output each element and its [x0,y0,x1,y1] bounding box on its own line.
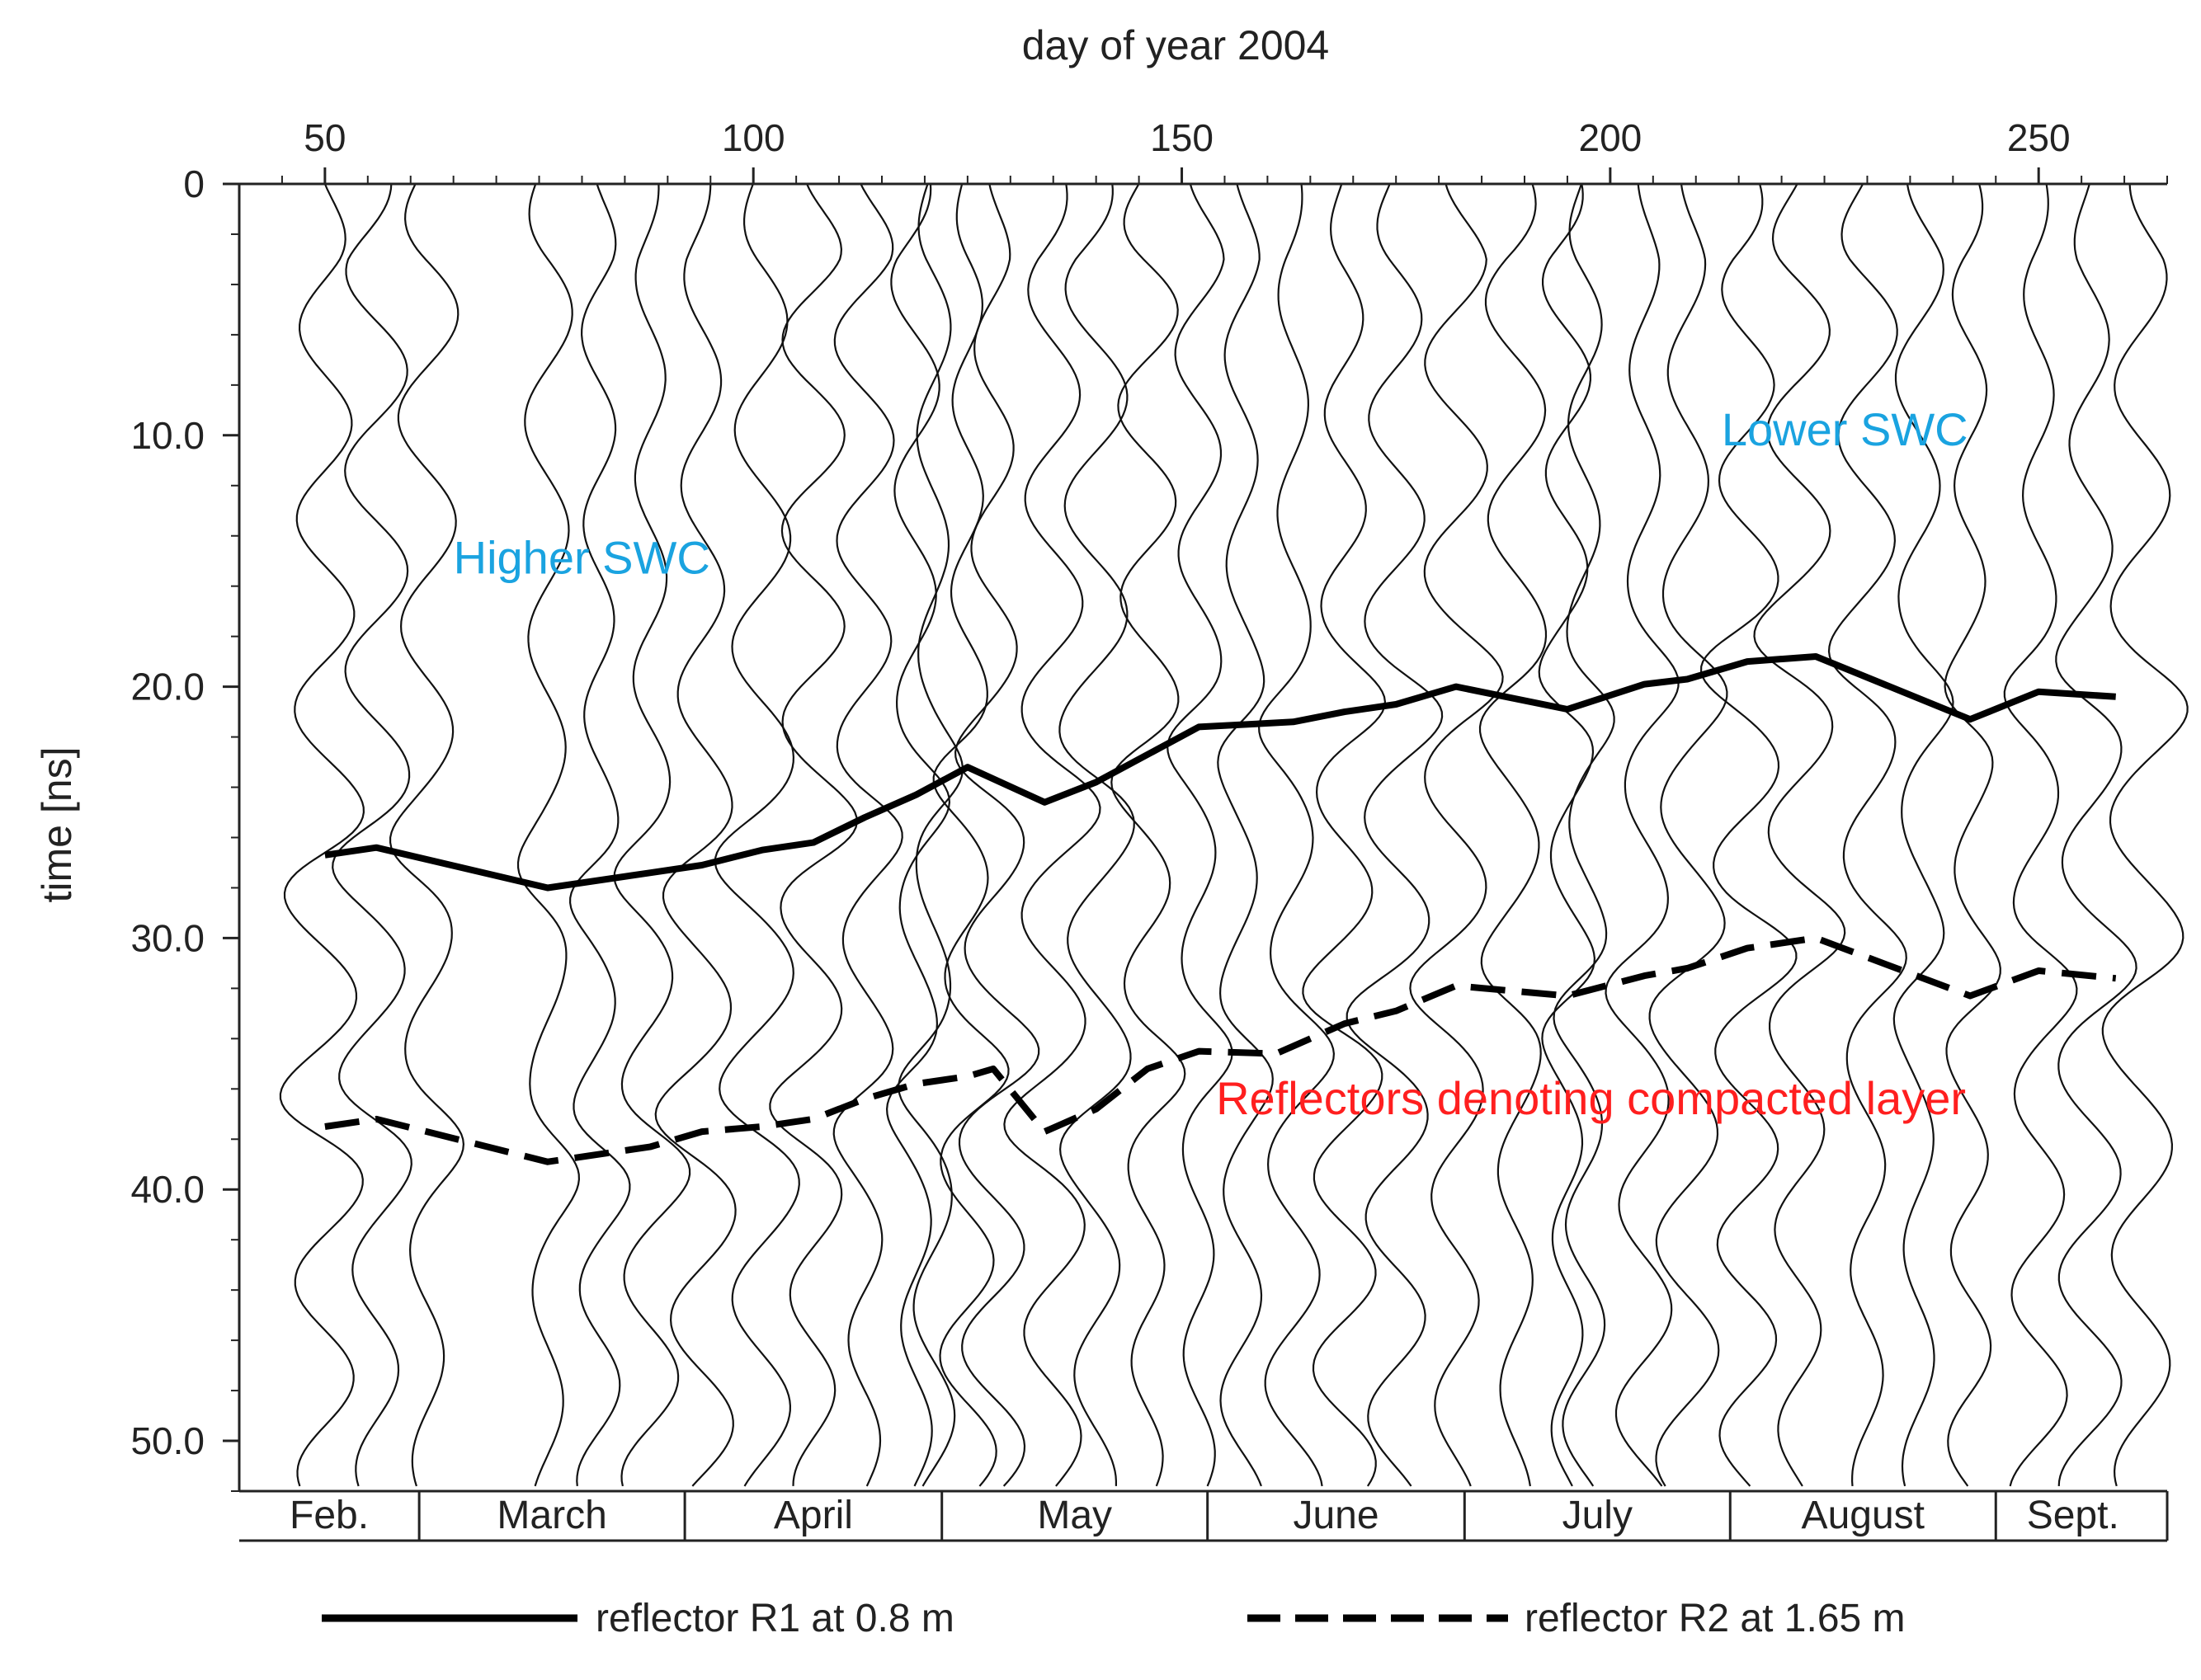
y-tick-label: 0 [183,162,205,205]
wiggle-trace [1166,183,1233,1487]
x-tick-label: 150 [1150,116,1214,159]
annotation-higher-swc: Higher SWC [454,531,710,583]
wiggle-trace [654,183,737,1487]
wiggle-trace [279,183,365,1487]
x-tick-label: 50 [304,116,346,159]
wiggle-trace [1944,183,2001,1487]
wiggle-trace [832,183,903,1487]
y-tick-label: 50.0 [130,1419,205,1462]
legend: reflector R1 at 0.8 m reflector R2 at 1.… [322,1597,1906,1640]
x-axis-title: day of year 2004 [1022,22,1330,68]
wiggle-trace [1257,183,1336,1487]
y-tick-label: 30.0 [130,916,205,959]
month-label: April [774,1494,853,1537]
month-label: July [1562,1494,1633,1537]
wiggle-trace [885,183,951,1487]
wiggle-trace [1217,183,1274,1487]
legend-label-r1: reflector R1 at 0.8 m [596,1597,954,1640]
wiggle-trace [2003,183,2078,1487]
wiggle-trace [1409,183,1504,1487]
wiggle-trace [1478,183,1548,1487]
x-tick-label: 250 [2007,116,2071,159]
y-tick-label: 40.0 [130,1168,205,1211]
axis-ticks: 50 100 150 200 250 0 10.0 20.0 30.0 40.0 50.0 [130,116,2168,1492]
wiggle-trace [932,183,1010,1487]
wiggle-trace [613,183,691,1487]
month-band: Feb. March April May June July August Sept. [290,1491,2119,1541]
month-label: May [1037,1494,1112,1537]
wiggle-trace [954,183,1040,1487]
wiggle-trace [1605,183,1680,1487]
annotation-compacted-layer: Reflectors denoting compacted layer [1216,1072,1966,1124]
y-axis-title: time [ns] [34,747,80,903]
wiggle-trace [1302,183,1387,1487]
wiggle-trace [516,183,581,1487]
wiggle-trace [1346,183,1444,1487]
wiggle-trace [2055,183,2137,1486]
month-label: March [497,1494,606,1537]
legend-label-r2: reflector R2 at 1.65 m [1525,1597,1906,1640]
wiggle-trace [1892,183,1954,1487]
y-tick-label: 10.0 [130,414,205,457]
wiggle-trace [714,183,800,1487]
x-tick-label: 200 [1578,116,1642,159]
wiggle-trace [898,183,964,1487]
wiggle-trace [1827,183,1907,1486]
wiggle-trace [332,183,412,1487]
wiggle-trace [389,183,465,1487]
wiggle-trace [1699,183,1798,1487]
reflector-r1-line [324,653,2116,892]
wiggle-trace [769,183,858,1486]
reflector-lines [324,653,2117,1165]
reflector-r2-line [324,934,2117,1165]
wiggle-trace [1648,183,1728,1487]
month-label: Feb. [290,1494,369,1537]
annotations: Higher SWC Lower SWC Reflectors denoting c… [454,403,1968,1124]
month-label: Sept. [2027,1494,2119,1537]
wiggle-trace [1753,183,1846,1487]
wiggle-traces [279,183,2189,1487]
x-tick-label: 100 [722,116,785,159]
wiggle-trace [1553,183,1615,1487]
wiggle-trace [1110,183,1186,1487]
wiggle-trace [2101,183,2189,1487]
wiggle-trace [1538,183,1596,1487]
month-label: August [1802,1494,1925,1537]
wiggle-trace [1003,183,1101,1487]
annotation-lower-swc: Lower SWC [1722,403,1968,455]
month-label: June [1293,1494,1379,1537]
y-tick-label: 20.0 [130,666,205,708]
wiggle-trace [1058,183,1135,1486]
wiggle-trace [568,183,631,1486]
